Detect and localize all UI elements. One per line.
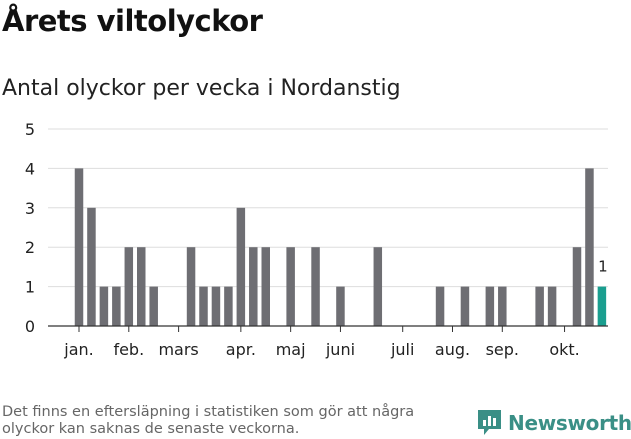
y-tick-label: 4 [25,159,35,178]
bar [211,286,221,326]
brand-logo[interactable]: Newsworthy [476,408,631,437]
chart-title: Årets viltolyckor [2,4,263,38]
x-tick-label: juni [325,340,355,359]
x-tick-label: juli [390,340,414,359]
y-tick-label: 1 [25,278,35,297]
bar [585,168,594,326]
x-tick-label: aug. [435,340,470,359]
bar [236,207,246,326]
bar [572,247,582,326]
x-tick-label: apr. [226,340,256,359]
bar [498,286,507,326]
bar [311,247,320,326]
y-tick-label: 5 [25,120,35,139]
bar [112,286,121,326]
data-label: 1 [598,258,608,276]
bar [261,247,270,326]
bar [547,286,557,326]
bar [435,286,445,326]
y-tick-label: 0 [25,317,35,336]
footnote: Det finns en eftersläpning i statistiken… [2,404,415,437]
bar [149,286,158,326]
x-tick-label: mars [158,340,198,359]
bar [87,207,96,326]
newsworthy-logo-icon [478,410,501,435]
bar [597,286,607,326]
chart-subtitle: Antal olyckor per vecka i Nordanstig [2,76,401,101]
x-tick-label: sep. [486,340,519,359]
bar-chart: 0 1 2 3 4 5 1 jan. feb. mars apr. maj juni juli aug. se… [25,120,608,359]
x-tick-label: okt. [549,340,579,359]
bar [249,247,258,326]
bar [336,286,345,326]
bar [373,247,383,326]
bar [485,286,495,326]
brand-name: Newsworthy [508,410,631,435]
bar [224,286,233,326]
bar [137,247,146,326]
bar [460,286,470,326]
x-tick-label: feb. [113,340,144,359]
x-tick-label: maj [276,340,306,359]
bar [286,247,295,326]
y-tick-label: 3 [25,199,35,218]
bar [535,286,544,326]
bar [99,286,109,326]
bar [186,247,196,326]
bar [74,168,84,326]
y-tick-label: 2 [25,238,35,257]
x-tick-label: jan. [63,340,93,359]
bar [199,286,208,326]
bar [124,247,134,326]
